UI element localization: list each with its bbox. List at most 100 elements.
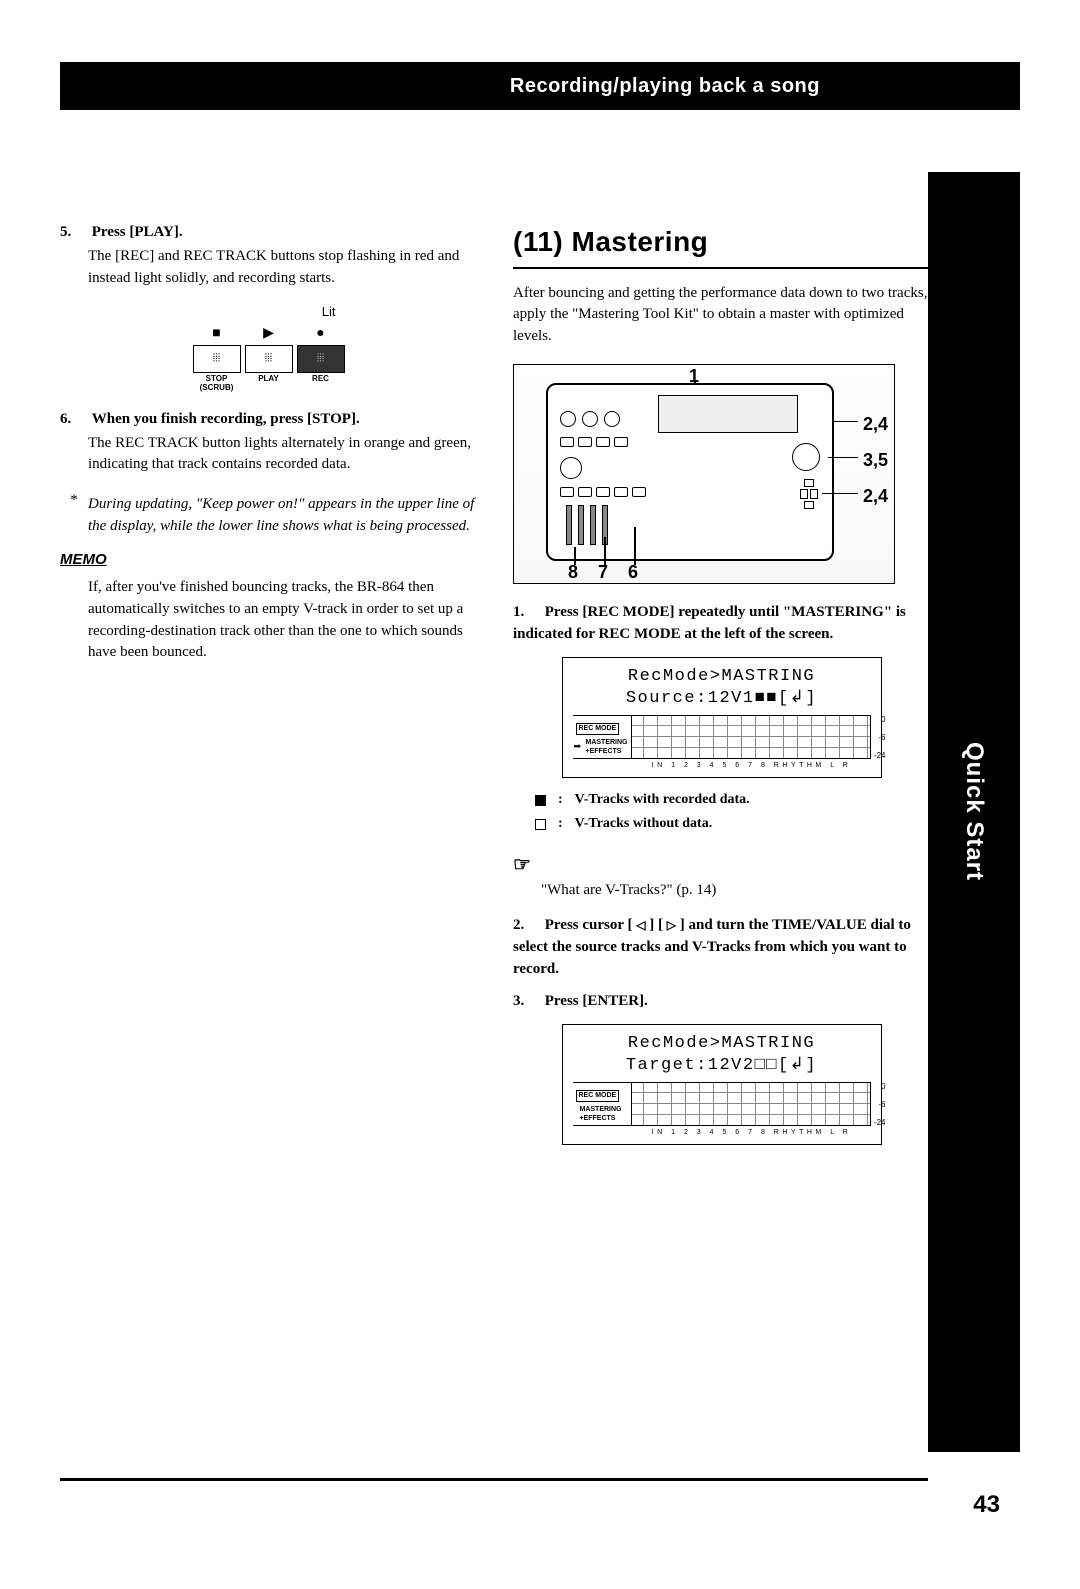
step-6: 6. When you finish recording, press [STO… bbox=[60, 409, 477, 476]
callout-8: 8 bbox=[568, 559, 578, 585]
btn bbox=[614, 437, 628, 447]
page-number: 43 bbox=[973, 1491, 1000, 1519]
bottom-rule bbox=[60, 1478, 928, 1481]
step1-num: 1. bbox=[513, 602, 541, 624]
btn bbox=[596, 487, 610, 497]
lcd-recmode: REC MODE bbox=[576, 723, 620, 735]
step2-head: Press cursor [ ] [ ] and turn the TIME/V… bbox=[513, 917, 911, 977]
btn bbox=[578, 487, 592, 497]
value-dial bbox=[792, 443, 820, 471]
scale-0: 0 bbox=[881, 714, 885, 726]
scale2-0: 0 bbox=[881, 1081, 885, 1093]
step6-head: When you finish recording, press [STOP]. bbox=[92, 411, 360, 427]
btn bbox=[632, 487, 646, 497]
cur-r bbox=[810, 489, 818, 499]
section-title: (11) Mastering bbox=[513, 222, 930, 269]
step-2: 2. Press cursor [ ] [ ] and turn the TIM… bbox=[513, 915, 930, 980]
lcd1-line1: RecMode>MASTRING bbox=[573, 666, 871, 687]
cursor-left-icon bbox=[636, 917, 645, 933]
lbl-play: PLAY bbox=[245, 375, 293, 393]
intro-text: After bouncing and getting the performan… bbox=[513, 283, 930, 348]
legend-empty-text: V-Tracks without data. bbox=[575, 814, 713, 834]
callout-24-b: 2,4 bbox=[863, 483, 888, 509]
lcd2-recmode: REC MODE bbox=[576, 1090, 620, 1102]
device-figure: 1 bbox=[513, 364, 895, 584]
transport-figure: Lit ■ ▶ ● ⦙⦙⦙ ⦙⦙⦙ ⦙⦙⦙ STOP(SCRUB) PLAY R… bbox=[184, 303, 354, 393]
callout-35: 3,5 bbox=[863, 447, 888, 473]
callout-r2-line bbox=[828, 457, 858, 459]
device-body bbox=[546, 383, 834, 561]
slider bbox=[578, 505, 584, 545]
sym-play: ▶ bbox=[245, 324, 293, 344]
lcd1-line2: Source:12V1■■[↲] bbox=[573, 688, 871, 709]
callout-6: 6 bbox=[628, 559, 638, 585]
step5-num: 5. bbox=[60, 222, 88, 244]
step2-num: 2. bbox=[513, 915, 541, 937]
scale-24: -24 bbox=[874, 750, 886, 762]
lcd2-line2: Target:12V2□□[↲] bbox=[573, 1055, 871, 1076]
callout-7-line bbox=[604, 537, 606, 565]
legend-filled-text: V-Tracks with recorded data. bbox=[575, 790, 750, 810]
lcd-figure-1: RecMode>MASTRING Source:12V1■■[↲] REC MO… bbox=[562, 657, 882, 778]
slider-row bbox=[566, 505, 608, 545]
btn-row-2 bbox=[560, 487, 646, 497]
cursor-pad bbox=[800, 479, 818, 509]
btn bbox=[560, 487, 574, 497]
lcd-effects: +EFFECTS bbox=[586, 747, 622, 757]
transport-symbols: ■ ▶ ● bbox=[184, 324, 354, 344]
note-star: * bbox=[60, 490, 88, 512]
callout-7: 7 bbox=[598, 559, 608, 585]
lcd1-nums: IN 1 2 3 4 5 6 7 8 RHYTHM L R bbox=[573, 761, 871, 771]
header-title: Recording/playing back a song bbox=[510, 75, 820, 98]
step3-num: 3. bbox=[513, 991, 541, 1013]
cur-l bbox=[800, 489, 808, 499]
lcd2-left: REC MODE MASTERING +EFFECTS bbox=[572, 1083, 632, 1125]
lcd1-left: REC MODE ➡ MASTERING +EFFECTS bbox=[572, 716, 632, 758]
step-1: 1. Press [REC MODE] repeatedly until "MA… bbox=[513, 602, 930, 646]
step-5: 5. Press [PLAY]. The [REC] and REC TRACK… bbox=[60, 222, 477, 289]
side-tab-text: Quick Start bbox=[960, 742, 988, 881]
callout-r1-line bbox=[834, 421, 858, 423]
scale-6: -6 bbox=[878, 732, 885, 744]
s2a: Press cursor [ bbox=[545, 917, 633, 933]
big-knob bbox=[560, 457, 582, 479]
transport-lit-label: Lit bbox=[184, 303, 354, 322]
slider bbox=[566, 505, 572, 545]
lcd-figure-2: RecMode>MASTRING Target:12V2□□[↲] REC MO… bbox=[562, 1024, 882, 1145]
callout-r3-line bbox=[822, 493, 858, 495]
memo-label: MEMO bbox=[60, 549, 107, 571]
content: 5. Press [PLAY]. The [REC] and REC TRACK… bbox=[60, 222, 930, 1157]
step3-head: Press [ENTER]. bbox=[545, 993, 648, 1009]
step1-head: Press [REC MODE] repeatedly until "MASTE… bbox=[513, 604, 906, 642]
square-filled-icon bbox=[535, 795, 546, 806]
step5-head: Press [PLAY]. bbox=[92, 224, 183, 240]
btn-rec: ⦙⦙⦙ bbox=[297, 345, 345, 373]
device-screen bbox=[658, 395, 798, 433]
lcd1-grid: REC MODE ➡ MASTERING +EFFECTS 0 -6 -24 bbox=[573, 715, 871, 759]
scale2-24: -24 bbox=[874, 1117, 886, 1129]
lbl-stop: STOP(SCRUB) bbox=[193, 375, 241, 393]
knob bbox=[582, 411, 598, 427]
btn bbox=[560, 437, 574, 447]
left-column: 5. Press [PLAY]. The [REC] and REC TRACK… bbox=[60, 222, 477, 1157]
callout-8-line bbox=[574, 547, 576, 565]
square-empty-icon bbox=[535, 819, 546, 830]
legend-empty: : V-Tracks without data. bbox=[535, 814, 930, 834]
transport-labels: STOP(SCRUB) PLAY REC bbox=[184, 375, 354, 393]
knob-row-1 bbox=[560, 411, 620, 427]
transport-buttons: ⦙⦙⦙ ⦙⦙⦙ ⦙⦙⦙ bbox=[184, 345, 354, 373]
slider bbox=[590, 505, 596, 545]
step6-body: The REC TRACK button lights alternately … bbox=[88, 433, 477, 477]
hand-pointer-icon: ☞ bbox=[513, 851, 531, 880]
knob bbox=[560, 411, 576, 427]
callout-6-line bbox=[634, 527, 636, 565]
right-column: (11) Mastering After bouncing and gettin… bbox=[513, 222, 930, 1157]
sym-stop: ■ bbox=[193, 324, 241, 344]
btn-row-1 bbox=[560, 437, 628, 447]
step5-body: The [REC] and REC TRACK buttons stop fla… bbox=[88, 246, 477, 290]
btn bbox=[614, 487, 628, 497]
s2b: ] [ bbox=[649, 917, 663, 933]
btn bbox=[578, 437, 592, 447]
lbl-rec: REC bbox=[297, 375, 345, 393]
btn-play: ⦙⦙⦙ bbox=[245, 345, 293, 373]
